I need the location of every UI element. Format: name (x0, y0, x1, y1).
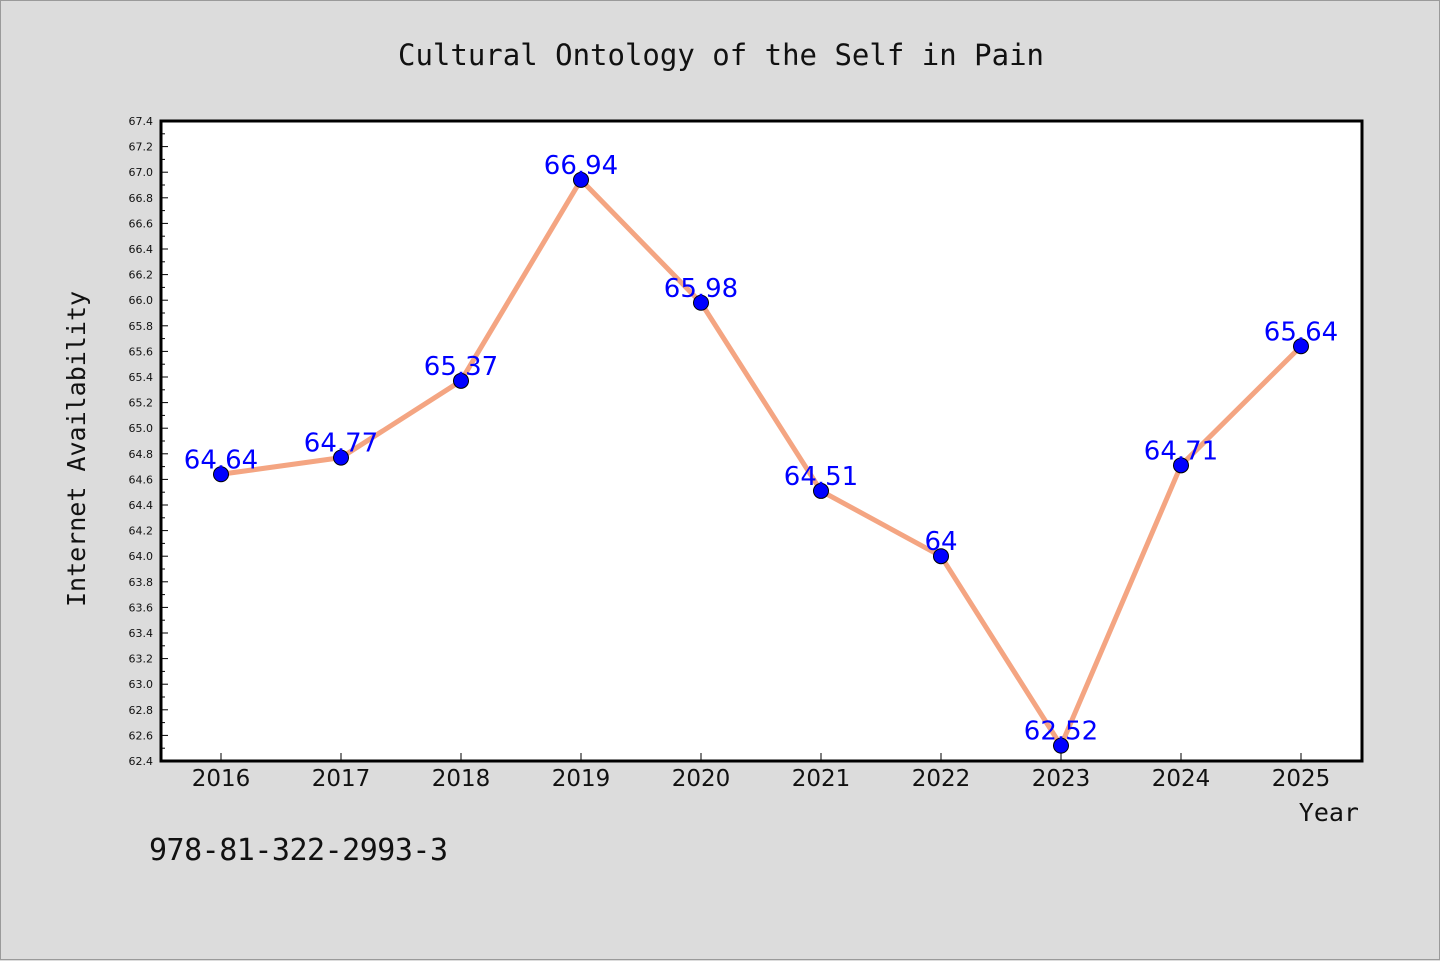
y-tick-label: 66.0 (129, 294, 154, 307)
y-tick-label: 64.0 (129, 550, 154, 563)
data-label: 65.98 (664, 274, 738, 304)
y-tick-label: 63.6 (129, 601, 154, 614)
x-tick-label: 2023 (1032, 766, 1091, 792)
y-tick-label: 66.4 (129, 243, 154, 256)
x-tick-label: 2022 (912, 766, 971, 792)
y-tick-label: 62.4 (129, 755, 154, 768)
data-point (213, 466, 229, 483)
data-label: 62.52 (1024, 717, 1098, 747)
y-tick-label: 66.8 (129, 192, 154, 205)
x-tick-label: 2017 (312, 766, 371, 792)
data-point (453, 372, 469, 389)
x-tick-label: 2025 (1272, 766, 1331, 792)
data-label: 64.71 (1144, 436, 1218, 466)
data-label: 65.37 (424, 352, 498, 382)
data-point (1053, 737, 1069, 754)
data-point (1173, 457, 1189, 474)
y-tick-label: 67.4 (129, 115, 154, 128)
y-tick-label: 66.2 (129, 269, 154, 282)
x-tick-label: 2019 (552, 766, 611, 792)
data-point (933, 548, 949, 565)
y-tick-label: 64.2 (129, 525, 154, 538)
chart-title: Cultural Ontology of the Self in Pain (398, 38, 1044, 72)
y-tick-label: 63.8 (129, 576, 154, 589)
data-label: 64 (924, 527, 957, 557)
y-tick-label: 66.6 (129, 217, 154, 230)
x-tick-label: 2016 (192, 766, 251, 792)
y-tick-label: 65.0 (129, 422, 154, 435)
y-tick-label: 67.2 (129, 141, 154, 154)
y-tick-label: 65.8 (129, 320, 154, 333)
data-point (333, 449, 349, 466)
isbn-code: 978-81-322-2993-3 (149, 833, 448, 868)
x-tick-label: 2018 (432, 766, 491, 792)
x-tick-label: 2021 (792, 766, 851, 792)
y-tick-label: 65.2 (129, 397, 154, 410)
y-tick-label: 62.8 (129, 704, 154, 717)
data-label: 66.94 (544, 151, 618, 181)
x-tick-label: 2020 (672, 766, 731, 792)
y-tick-label: 63.4 (129, 627, 154, 640)
y-tick-label: 62.6 (129, 729, 154, 742)
y-tick-label: 63.2 (129, 653, 154, 666)
x-tick-label: 2024 (1152, 766, 1211, 792)
data-label: 64.77 (304, 429, 378, 459)
y-tick-label: 64.6 (129, 473, 154, 486)
y-tick-label: 63.0 (129, 678, 154, 691)
y-tick-label: 67.0 (129, 166, 154, 179)
data-point (693, 294, 709, 311)
x-axis-label: Year (1299, 798, 1359, 827)
y-tick-label: 65.4 (129, 371, 154, 384)
data-point (1293, 338, 1309, 355)
plot-area (159, 119, 1364, 763)
data-label: 65.64 (1264, 317, 1338, 347)
data-label: 64.64 (184, 445, 258, 475)
data-label: 64.51 (784, 462, 858, 492)
data-points (213, 171, 1309, 754)
y-axis: 62.4 62.6 62.8 63.0 63.2 63.4 63.6 63.8 64.0 64.2… (129, 115, 168, 768)
y-tick-label: 64.4 (129, 499, 154, 512)
data-point (813, 482, 829, 499)
y-axis-label: Internet Availability (62, 291, 91, 607)
series-line (220, 177, 1303, 749)
y-tick-label: 64.8 (129, 448, 154, 461)
x-axis: 2016 2017 2018 2019 2020 2021 2022 2023 2024 2025 (192, 753, 1331, 792)
data-point (573, 171, 589, 188)
data-labels: 64.64 64.77 65.37 66.94 65.98 64.51 64 62.52 64.… (184, 151, 1338, 747)
y-tick-label: 65.6 (129, 345, 154, 358)
